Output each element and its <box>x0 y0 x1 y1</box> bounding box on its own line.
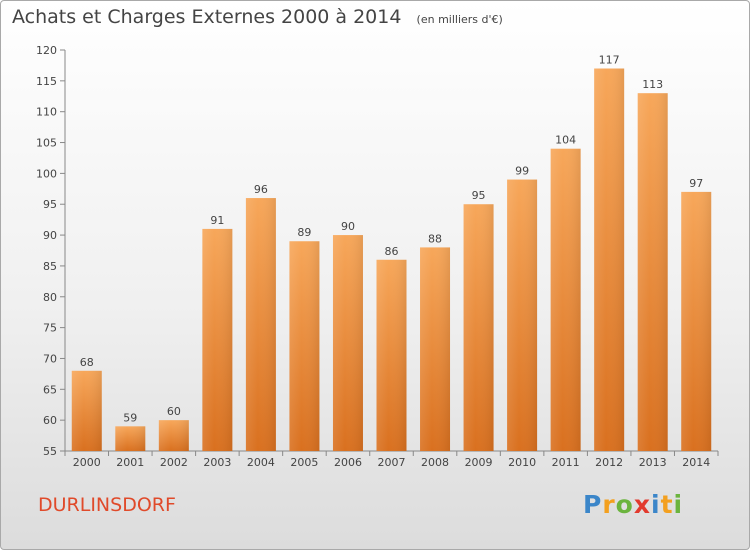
x-tick-label: 2006 <box>334 456 362 469</box>
data-label: 97 <box>689 177 703 190</box>
y-tick-label: 95 <box>43 198 57 211</box>
y-tick-label: 55 <box>43 445 57 458</box>
x-tick-label: 2000 <box>73 456 101 469</box>
bar-sheen <box>289 241 320 451</box>
bar-sheen <box>681 191 712 451</box>
y-tick-label: 105 <box>36 137 57 150</box>
x-tick-label: 2003 <box>203 456 231 469</box>
bar-sheen <box>420 247 451 451</box>
data-label: 86 <box>385 245 399 258</box>
chart-title: Achats et Charges Externes 2000 à 2014 <box>12 6 402 28</box>
bar-sheen <box>637 93 668 451</box>
x-tick-label: 2013 <box>639 456 667 469</box>
y-tick-label: 110 <box>36 106 57 119</box>
x-tick-label: 2007 <box>378 456 406 469</box>
bar-sheen <box>507 179 538 452</box>
y-tick-label: 115 <box>36 75 57 88</box>
proxiti-logo: Proxiti <box>583 490 684 519</box>
x-tick-label: 2014 <box>682 456 710 469</box>
data-label: 88 <box>428 232 442 245</box>
data-label: 90 <box>341 220 355 233</box>
bars <box>71 68 712 452</box>
bar-sheen <box>202 228 233 451</box>
y-tick-label: 90 <box>43 229 57 242</box>
x-tick-label: 2002 <box>160 456 188 469</box>
x-tick-label: 2011 <box>552 456 580 469</box>
bar-sheen <box>158 420 189 451</box>
bar-sheen <box>376 259 407 451</box>
bar-sheen <box>115 426 146 451</box>
data-label: 104 <box>555 134 576 147</box>
chart-subtitle: (en milliers d'€) <box>416 13 503 26</box>
bar-sheen <box>463 204 494 451</box>
data-label: 68 <box>80 356 94 369</box>
data-label: 95 <box>472 189 486 202</box>
x-tick-label: 2001 <box>116 456 144 469</box>
y-tick-label: 65 <box>43 383 57 396</box>
chart-header: Achats et Charges Externes 2000 à 2014 (… <box>12 6 503 28</box>
data-label: 60 <box>167 405 181 418</box>
x-tick-label: 2008 <box>421 456 449 469</box>
y-tick-label: 120 <box>36 44 57 57</box>
bar-sheen <box>245 198 276 451</box>
y-tick-label: 85 <box>43 260 57 273</box>
x-tick-label: 2005 <box>290 456 318 469</box>
x-tick-label: 2012 <box>595 456 623 469</box>
bar-sheen <box>550 148 581 451</box>
y-tick-label: 80 <box>43 291 57 304</box>
data-label: 59 <box>123 411 137 424</box>
y-tick-label: 70 <box>43 352 57 365</box>
data-label: 117 <box>599 54 620 67</box>
y-tick-label: 100 <box>36 167 57 180</box>
bar-sheen <box>594 68 625 451</box>
bar-sheen <box>332 235 363 451</box>
data-label: 91 <box>210 214 224 227</box>
axes: 55 60 65 70 75 80 85 90 95 100 105 110 115 120 2000 200… <box>36 44 719 469</box>
data-labels: 68 59 60 91 96 89 90 86 88 95 99 104 117 113 97 <box>80 54 703 425</box>
x-tick-label: 2004 <box>247 456 275 469</box>
y-tick-label: 75 <box>43 322 57 335</box>
data-label: 89 <box>297 226 311 239</box>
x-tick-label: 2009 <box>465 456 493 469</box>
data-label: 99 <box>515 165 529 178</box>
data-label: 113 <box>642 78 663 91</box>
data-label: 96 <box>254 183 268 196</box>
y-tick-label: 60 <box>43 414 57 427</box>
bar-sheen <box>71 370 102 451</box>
location-name: DURLINSDORF <box>38 494 176 516</box>
x-tick-label: 2010 <box>508 456 536 469</box>
